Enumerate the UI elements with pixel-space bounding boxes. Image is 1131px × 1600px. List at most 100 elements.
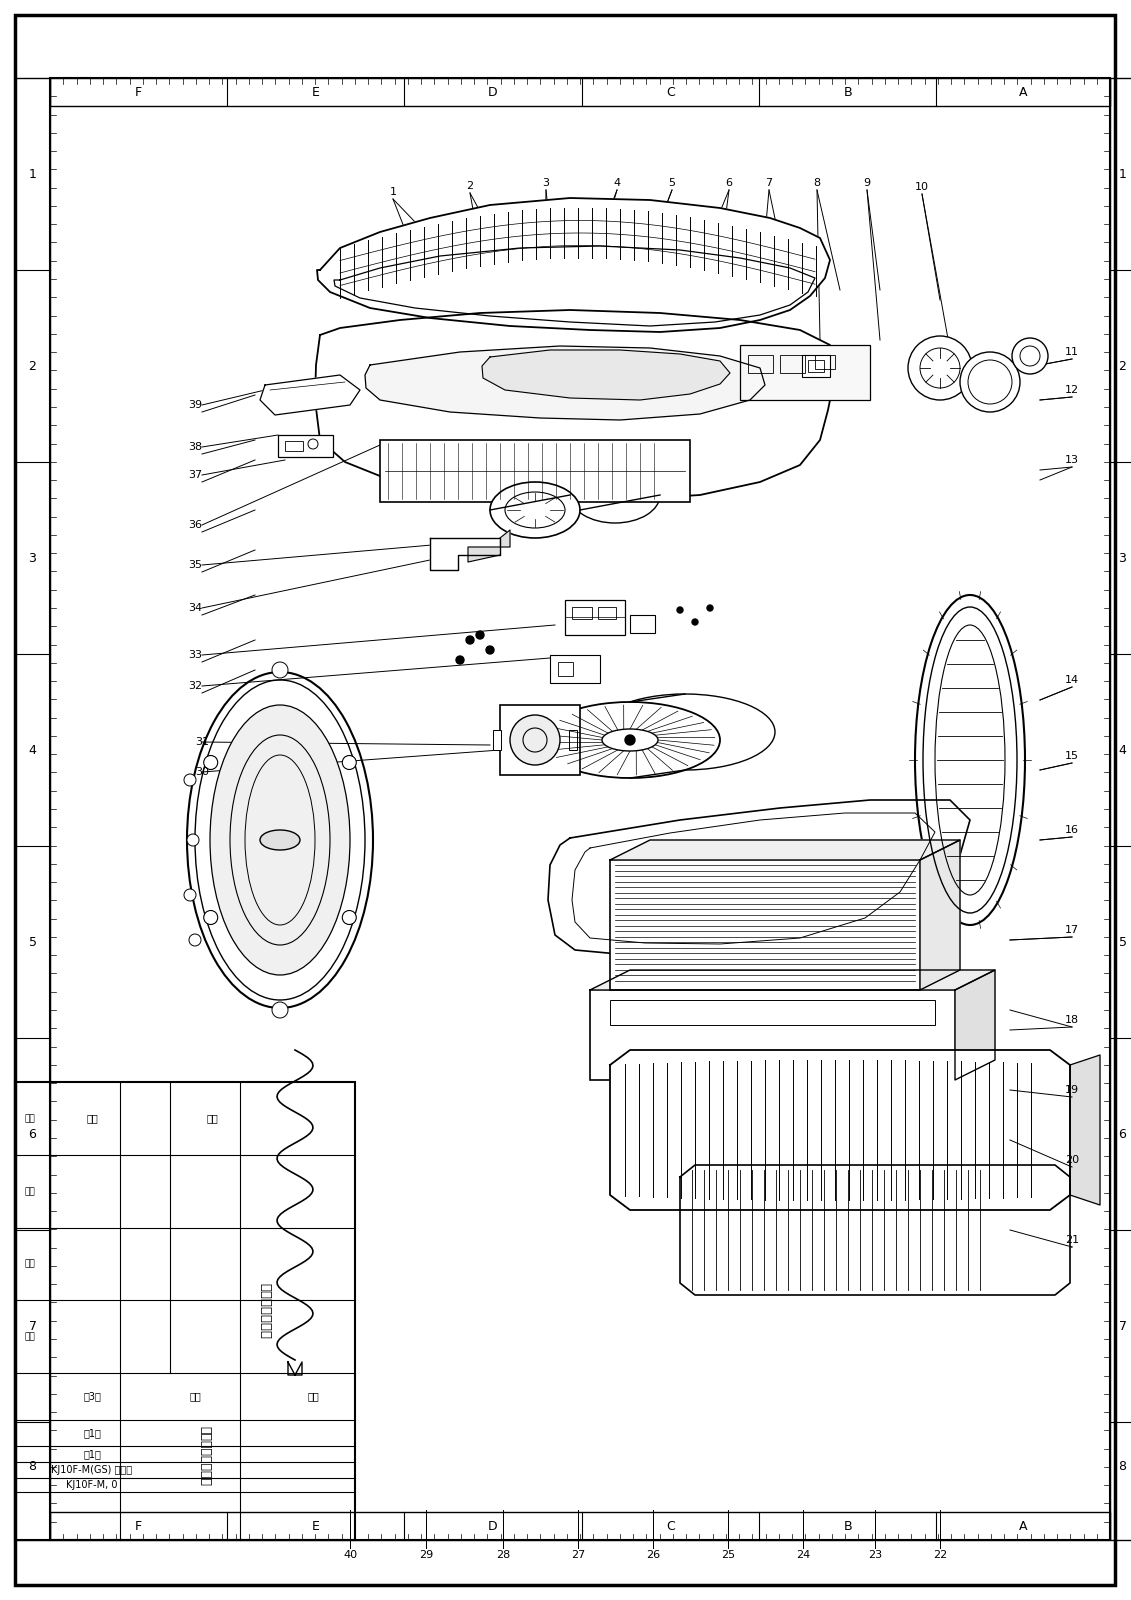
- Bar: [15, 1082, 355, 1539]
- Text: C: C: [666, 85, 675, 99]
- Text: 14: 14: [1065, 675, 1079, 685]
- Circle shape: [187, 834, 199, 846]
- Text: 20: 20: [1065, 1155, 1079, 1165]
- Text: 37: 37: [188, 470, 202, 480]
- Circle shape: [189, 934, 201, 946]
- Text: F: F: [135, 1520, 141, 1533]
- Text: 共1张: 共1张: [83, 1450, 101, 1459]
- Ellipse shape: [539, 702, 720, 778]
- Text: 31: 31: [195, 738, 209, 747]
- Text: 38: 38: [188, 442, 202, 451]
- Text: B: B: [844, 85, 853, 99]
- Text: 11: 11: [1065, 347, 1079, 357]
- Polygon shape: [260, 374, 360, 414]
- Text: 6: 6: [28, 1128, 36, 1141]
- Text: 3: 3: [28, 552, 36, 565]
- Polygon shape: [590, 970, 995, 990]
- Text: 5: 5: [668, 178, 675, 187]
- Bar: [278, 435, 333, 458]
- Text: 17: 17: [1065, 925, 1079, 934]
- Text: 3: 3: [543, 178, 550, 187]
- Text: 工艺: 工艺: [25, 1259, 35, 1269]
- Circle shape: [707, 605, 713, 611]
- Text: 30: 30: [195, 766, 209, 778]
- Bar: [1110, 78, 1131, 1539]
- Circle shape: [184, 890, 196, 901]
- Ellipse shape: [602, 730, 658, 750]
- Bar: [808, 360, 824, 371]
- Polygon shape: [317, 198, 830, 333]
- Polygon shape: [482, 350, 729, 400]
- Text: 8: 8: [28, 1461, 36, 1474]
- Ellipse shape: [210, 706, 349, 974]
- Text: 2: 2: [466, 181, 474, 190]
- Text: 22: 22: [933, 1550, 947, 1560]
- Bar: [740, 346, 870, 400]
- Text: 36: 36: [188, 520, 202, 530]
- Text: 6: 6: [1119, 1128, 1126, 1141]
- Bar: [550, 654, 601, 683]
- Ellipse shape: [187, 672, 373, 1008]
- Text: 34: 34: [188, 603, 202, 613]
- Polygon shape: [920, 840, 960, 990]
- Bar: [610, 1000, 935, 1026]
- Polygon shape: [316, 310, 835, 499]
- Polygon shape: [468, 530, 510, 562]
- Polygon shape: [1070, 1054, 1100, 1205]
- Bar: [569, 730, 577, 750]
- Circle shape: [204, 755, 218, 770]
- Polygon shape: [955, 970, 995, 1080]
- Text: 8: 8: [1119, 1461, 1126, 1474]
- Circle shape: [271, 662, 288, 678]
- Text: D: D: [489, 85, 498, 99]
- Polygon shape: [549, 800, 970, 958]
- Polygon shape: [610, 1050, 1070, 1210]
- Circle shape: [308, 438, 318, 450]
- Text: 19: 19: [1065, 1085, 1079, 1094]
- Text: 1: 1: [1119, 168, 1126, 181]
- Circle shape: [677, 606, 683, 613]
- Bar: [285, 442, 303, 451]
- Circle shape: [466, 635, 474, 643]
- Text: 39: 39: [188, 400, 202, 410]
- Ellipse shape: [490, 482, 580, 538]
- Text: 2: 2: [28, 360, 36, 373]
- Text: 设计: 设计: [25, 1187, 35, 1197]
- Text: 6: 6: [725, 178, 733, 187]
- Bar: [566, 600, 625, 635]
- Text: 描图: 描图: [86, 1114, 98, 1123]
- Bar: [748, 355, 772, 373]
- Text: 27: 27: [571, 1550, 585, 1560]
- Ellipse shape: [570, 467, 661, 523]
- Text: 10: 10: [915, 182, 929, 192]
- Text: 13: 13: [1065, 454, 1079, 466]
- Text: 3: 3: [1119, 552, 1126, 565]
- Text: A: A: [1019, 1520, 1027, 1533]
- Circle shape: [343, 755, 356, 770]
- Text: 审核: 审核: [206, 1114, 218, 1123]
- Polygon shape: [680, 1165, 1070, 1294]
- Ellipse shape: [595, 694, 775, 770]
- Text: 40: 40: [343, 1550, 357, 1560]
- Ellipse shape: [260, 830, 300, 850]
- Circle shape: [204, 910, 218, 925]
- Bar: [558, 662, 573, 675]
- Bar: [50, 1512, 1110, 1539]
- Circle shape: [486, 646, 494, 654]
- Text: 32: 32: [188, 682, 202, 691]
- Ellipse shape: [908, 336, 972, 400]
- Text: 15: 15: [1065, 750, 1079, 762]
- Circle shape: [456, 656, 464, 664]
- Text: 24: 24: [796, 1550, 810, 1560]
- Text: 29: 29: [418, 1550, 433, 1560]
- Text: 描图: 描图: [25, 1114, 35, 1123]
- Circle shape: [271, 1002, 288, 1018]
- Text: 第3张: 第3张: [83, 1392, 101, 1402]
- Text: 8: 8: [813, 178, 821, 187]
- Text: 35: 35: [188, 560, 202, 570]
- Polygon shape: [610, 840, 960, 861]
- Bar: [500, 706, 580, 774]
- Text: D: D: [489, 1520, 498, 1533]
- Polygon shape: [430, 538, 500, 570]
- Text: 7: 7: [766, 178, 772, 187]
